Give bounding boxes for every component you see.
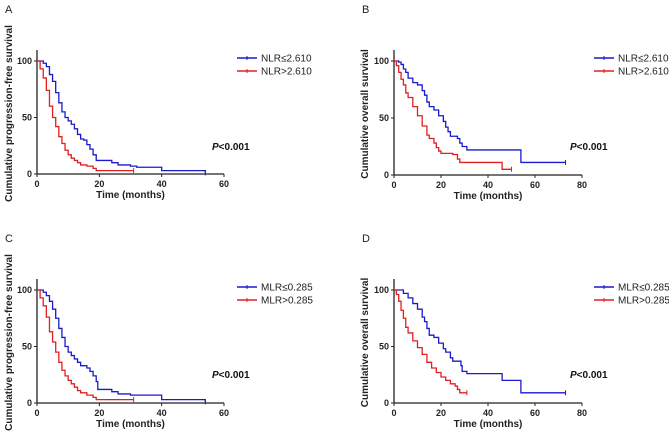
x-axis-title: Time (months) — [96, 419, 165, 430]
panel-a: A 0 20 40 60 0 50 100 Time (months) Cumulative pr… — [4, 4, 312, 202]
legend-label: MLR≤0.285 — [618, 283, 669, 294]
legend-label: NLR>2.610 — [618, 67, 669, 78]
x-tick-label: 40 — [157, 179, 167, 189]
panel-c: C 0 20 40 60 0 50 100 Time (months) Cumulative pr… — [4, 233, 313, 431]
x-tick-label: 20 — [94, 179, 104, 189]
panel-label: B — [362, 4, 369, 16]
p-value: P<0.001 — [570, 370, 608, 381]
x-tick-label: 60 — [219, 408, 229, 418]
x-axis-title: Time (months) — [96, 190, 165, 201]
p-value-symbol: P — [212, 370, 219, 381]
y-axis-title: Cumulative overall survival — [360, 278, 371, 408]
x-tick-label: 60 — [219, 179, 229, 189]
survival-curve-low — [394, 289, 566, 394]
y-tick-label: 50 — [379, 113, 389, 123]
panel-label: A — [5, 4, 13, 16]
x-tick-label: 20 — [436, 180, 446, 190]
panel-d: D 0 20 40 60 80 0 50 100 Time (months) Cumulative … — [360, 233, 669, 430]
y-tick-label: 0 — [27, 169, 32, 179]
x-tick-label: 0 — [34, 179, 39, 189]
survival-curve-high — [37, 60, 134, 172]
x-tick-label: 20 — [94, 408, 104, 418]
p-value-symbol: P — [570, 142, 577, 153]
x-tick-label: 20 — [436, 408, 446, 418]
legend-label: MLR>0.285 — [261, 296, 313, 307]
p-value: P<0.001 — [212, 142, 250, 153]
y-tick-label: 50 — [22, 113, 32, 123]
y-tick-label: 50 — [379, 342, 389, 352]
x-axis-title: Time (months) — [454, 419, 523, 430]
panel-label: D — [362, 233, 370, 245]
legend-label: MLR>0.285 — [618, 296, 669, 307]
panel-b: B 0 20 40 60 80 0 50 100 Time (months) Cumulative … — [360, 4, 669, 202]
survival-curve-low — [394, 60, 566, 164]
y-tick-label: 100 — [17, 285, 32, 295]
x-tick-label: 80 — [577, 408, 587, 418]
x-tick-label: 40 — [483, 408, 493, 418]
survival-curve-high — [394, 60, 512, 170]
y-tick-label: 100 — [17, 56, 32, 66]
x-tick-label: 60 — [530, 408, 540, 418]
x-tick-label: 80 — [577, 180, 587, 190]
y-axis-title: Cumulative progression-free survival — [4, 254, 15, 431]
y-tick-label: 0 — [384, 398, 389, 408]
y-tick-label: 100 — [374, 56, 389, 66]
legend-label: NLR≤2.610 — [618, 54, 669, 65]
y-axis-title: Cumulative overall survival — [360, 49, 371, 179]
y-tick-label: 100 — [374, 285, 389, 295]
p-value-symbol: P — [570, 370, 577, 381]
legend-label: NLR≤2.610 — [261, 54, 312, 65]
x-tick-label: 40 — [157, 408, 167, 418]
p-value-text: <0.001 — [577, 370, 608, 381]
y-tick-label: 0 — [384, 170, 389, 180]
survival-curve-low — [37, 289, 206, 402]
x-axis-title: Time (months) — [454, 191, 523, 202]
survival-curve-high — [37, 289, 134, 401]
y-tick-label: 0 — [27, 398, 32, 408]
legend-label: MLR≤0.285 — [261, 283, 313, 294]
panel-label: C — [5, 233, 13, 245]
x-tick-label: 0 — [391, 408, 396, 418]
p-value-text: <0.001 — [219, 370, 250, 381]
legend-label: NLR>2.610 — [261, 67, 312, 78]
p-value-text: <0.001 — [219, 142, 250, 153]
survival-curve-low — [37, 60, 206, 173]
p-value-text: <0.001 — [577, 142, 608, 153]
x-tick-label: 0 — [34, 408, 39, 418]
survival-curve-high — [394, 289, 467, 394]
x-tick-label: 40 — [483, 180, 493, 190]
p-value: P<0.001 — [212, 370, 250, 381]
p-value: P<0.001 — [570, 142, 608, 153]
y-tick-label: 50 — [22, 342, 32, 352]
x-tick-label: 0 — [391, 180, 396, 190]
y-axis-title: Cumulative progression-free survival — [4, 25, 15, 202]
p-value-symbol: P — [212, 142, 219, 153]
x-tick-label: 60 — [530, 180, 540, 190]
